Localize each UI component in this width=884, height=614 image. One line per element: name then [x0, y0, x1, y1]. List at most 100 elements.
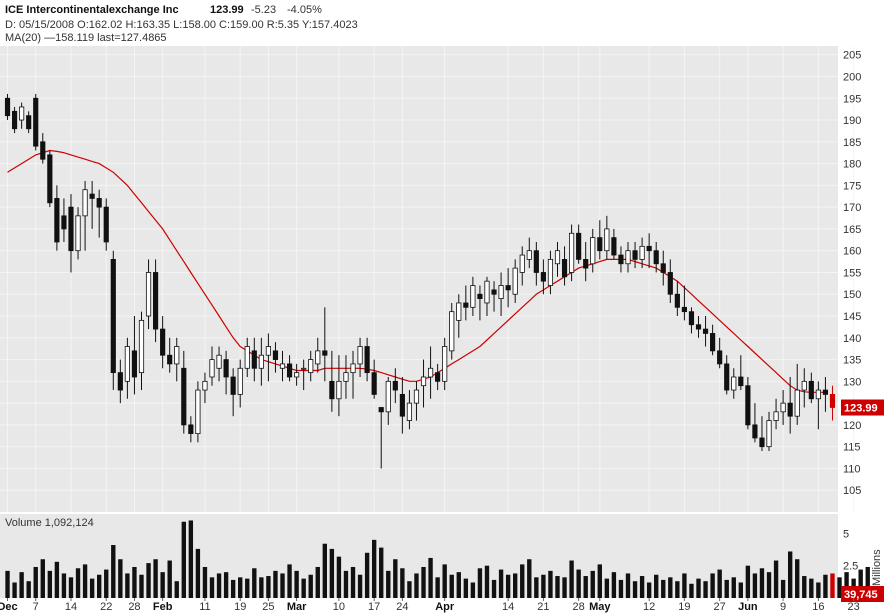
- volume-bar: [97, 574, 102, 598]
- ohlc-readout: D: 05/15/2008 O:162.02 H:163.35 L:158.00…: [5, 19, 358, 31]
- price-tick-label: 170: [843, 202, 861, 214]
- candle: [329, 350, 335, 412]
- candle: [597, 220, 603, 260]
- volume-axis: 2.55: [843, 528, 858, 572]
- candle: [61, 198, 67, 242]
- volume-bar: [40, 559, 45, 598]
- candle: [294, 363, 300, 386]
- candle: [160, 316, 166, 369]
- candle: [96, 189, 102, 238]
- volume-bar: [759, 568, 765, 598]
- x-tick-label: 23: [848, 601, 860, 613]
- volume-bar: [766, 572, 772, 598]
- candle: [442, 337, 448, 391]
- volume-bar: [802, 576, 807, 598]
- volume-bar: [569, 560, 574, 598]
- candle: [449, 302, 455, 360]
- candle: [385, 376, 391, 425]
- candle: [646, 233, 652, 269]
- candle: [19, 102, 25, 129]
- volume-bar: [689, 583, 694, 598]
- volume-bars: [5, 520, 870, 598]
- last-price: 123.99: [210, 4, 244, 16]
- candle-body: [752, 424, 758, 439]
- volume-bar: [428, 557, 433, 598]
- candle: [26, 111, 32, 134]
- candle-body: [745, 385, 751, 426]
- candle: [815, 381, 821, 430]
- candle: [237, 359, 243, 408]
- candle: [808, 372, 814, 404]
- candle: [477, 285, 483, 321]
- candle-body: [526, 250, 532, 260]
- candle-body: [611, 237, 617, 256]
- candle: [413, 381, 420, 421]
- candle: [223, 350, 229, 395]
- candle: [463, 285, 469, 321]
- volume-bar: [33, 566, 38, 598]
- volume-bar: [287, 564, 292, 598]
- candle: [456, 294, 462, 338]
- price-tick-label: 195: [843, 93, 861, 105]
- volume-bar: [527, 559, 532, 598]
- x-tick-label: 14: [502, 601, 514, 613]
- x-tick-label: May: [589, 601, 611, 613]
- candle: [420, 359, 427, 408]
- candle: [350, 350, 356, 399]
- candle: [569, 224, 575, 282]
- candle: [103, 198, 109, 251]
- candle-body: [216, 354, 222, 369]
- volume-bar: [301, 578, 306, 598]
- candle: [752, 403, 758, 443]
- candle: [181, 350, 187, 434]
- volume-bar: [118, 559, 123, 598]
- candle-body: [315, 350, 321, 365]
- candle-body: [230, 376, 236, 395]
- x-tick-label: Apr: [435, 601, 455, 613]
- price-tick-label: 150: [843, 289, 861, 301]
- volume-current-tag: [841, 586, 884, 602]
- volume-bar: [470, 582, 476, 598]
- volume-current-tag-label: 39,745: [844, 589, 878, 601]
- price-tick-label: 155: [843, 267, 861, 279]
- volume-bar: [315, 566, 320, 598]
- candle: [681, 285, 687, 321]
- volume-bar: [738, 582, 743, 598]
- candle-body: [681, 306, 687, 313]
- volume-bar: [414, 573, 419, 598]
- volume-bar: [125, 573, 130, 598]
- candle: [632, 241, 638, 269]
- candle: [738, 355, 744, 391]
- price-axis: 1051101151201251301351401451501551601651…: [843, 50, 861, 498]
- volume-bar: [611, 572, 617, 598]
- candle-body: [625, 250, 631, 265]
- candle: [54, 185, 60, 251]
- candle: [512, 259, 518, 303]
- volume-bar: [238, 577, 243, 598]
- volume-bar: [654, 574, 659, 598]
- candle-body: [498, 285, 504, 299]
- candle-body: [195, 389, 201, 435]
- x-tick-label: 17: [368, 601, 380, 613]
- volume-bar: [675, 581, 680, 598]
- volume-bar: [393, 559, 398, 598]
- candle-body: [435, 372, 441, 382]
- volume-bar: [132, 566, 137, 598]
- candle-body: [505, 285, 511, 291]
- volume-bar: [548, 570, 553, 598]
- candle: [745, 376, 751, 430]
- volume-bar: [350, 566, 356, 598]
- candle-body: [442, 346, 448, 382]
- volume-bar: [696, 578, 701, 598]
- candle-body: [653, 250, 659, 265]
- volume-bar: [280, 573, 285, 598]
- x-tick-label: 16: [812, 601, 824, 613]
- candle-body: [674, 293, 680, 308]
- candles: [4, 93, 836, 469]
- candle-body: [731, 376, 737, 391]
- percent-change: -4.05%: [287, 4, 322, 16]
- candle: [4, 93, 11, 121]
- volume-bar: [47, 570, 53, 598]
- candle: [787, 376, 793, 434]
